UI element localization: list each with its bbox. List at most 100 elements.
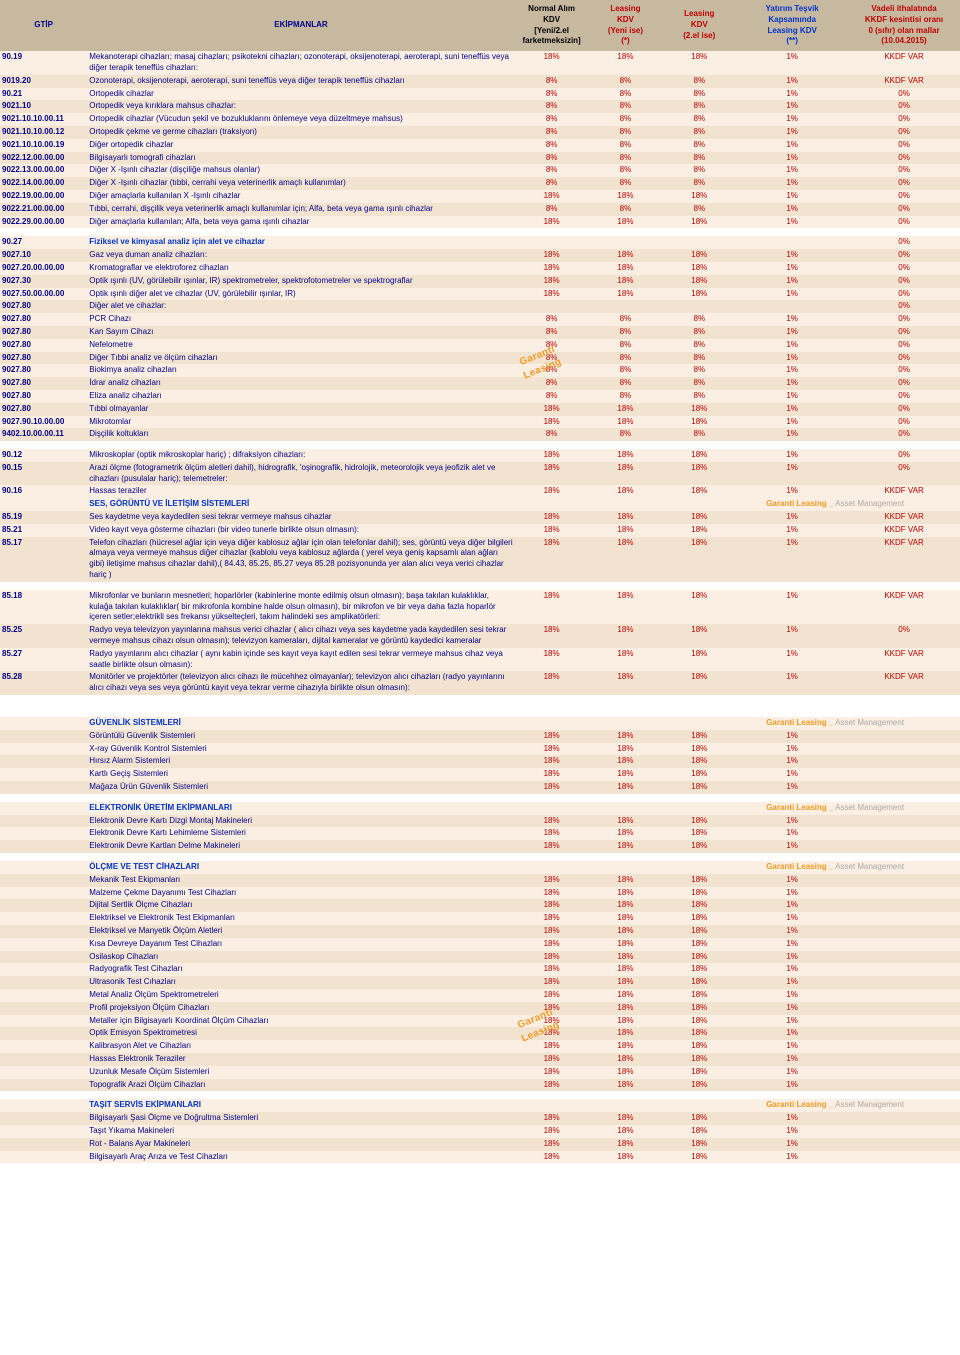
cell-gtip [0,755,87,768]
cell-value: 18% [589,537,663,582]
cell-value: 1% [736,51,848,75]
cell-value: 8% [515,139,589,152]
section-title-row: TAŞIT SERVİS EKİPMANLARIGaranti Leasing … [0,1099,960,1112]
cell-value [848,1002,960,1015]
cell-value: 18% [662,403,736,416]
table-row: Profil projeksiyon Ölçüm Cihazları18%18%… [0,1002,960,1015]
cell-value: 18% [662,249,736,262]
table-row: 9027.90.10.00.00Mikrotomlar18%18%18%1%0% [0,416,960,429]
cell-desc: Bilgisayarlı Araç Arıza ve Test Cihazlar… [87,1151,514,1164]
garanti-label: Garanti Leasing _ [766,862,833,871]
cell-value [589,300,663,313]
cell-desc: Tıbbi, cerrahi, dişçilik veya veterinerl… [87,203,514,216]
cell-value [848,1040,960,1053]
cell-gtip [0,1138,87,1151]
cell-value: 1% [736,428,848,441]
cell-value: 18% [589,781,663,794]
cell-value: 18% [589,1151,663,1164]
cell-value: 0% [848,377,960,390]
cell-value: 18% [515,768,589,781]
cell-value: 8% [515,390,589,403]
cell-desc: Taşıt Yıkama Makineleri [87,1125,514,1138]
cell-gtip [0,840,87,853]
table-row: Metal Analiz Ölçüm Spektrometreleri18%18… [0,989,960,1002]
cell-value: 18% [589,249,663,262]
cell-value: 18% [515,511,589,524]
cell-value: 0% [848,403,960,416]
cell-gtip: 9027.80 [0,377,87,390]
table-row: 9022.21.00.00.00Tıbbi, cerrahi, dişçilik… [0,203,960,216]
cell-value: 18% [515,925,589,938]
cell-value: 18% [662,1125,736,1138]
cell-value: KKDF VAR [848,51,960,75]
cell-value: 18% [515,524,589,537]
garanti-label: Garanti Leasing _ [766,718,833,727]
table-row: 9022.13.00.00.00Diğer X -Işınlı cihazlar… [0,164,960,177]
cell-value: 18% [662,755,736,768]
cell-value: 18% [589,403,663,416]
cell-value: 18% [515,938,589,951]
cell-gtip [0,989,87,1002]
table-row: Metaller için Bilgisayarlı Koordinat Ölç… [0,1015,960,1028]
cell-value: 1% [736,139,848,152]
cell-value: 8% [589,75,663,88]
cell-value: 1% [736,511,848,524]
cell-value: 8% [589,113,663,126]
table-row: 9027.80PCR Cihazı8%8%8%1%0% [0,313,960,326]
table-row: 9027.80Tıbbi olmayanlar18%18%18%1%0% [0,403,960,416]
table-row: 85.21Video kayıt veya gösterme cihazları… [0,524,960,537]
cell-gtip [0,730,87,743]
cell-value: 18% [589,1002,663,1015]
cell-value: 1% [736,462,848,486]
table-row: 9027.20.00.00.00Kromatograflar ve elektr… [0,262,960,275]
section-title: TAŞIT SERVİS EKİPMANLARI [87,1099,514,1112]
table-row: Kartlı Geçiş Sistemleri18%18%18%1% [0,768,960,781]
cell-gtip [0,1053,87,1066]
cell-gtip [0,976,87,989]
cell-value: 1% [736,815,848,828]
cell-gtip [0,963,87,976]
cell-value: 18% [662,1079,736,1092]
cell-desc: Kromatograflar ve elektroforez cihazları [87,262,514,275]
hdr-1: Normal Alım KDV [Yeni/2.el farketmeksizi… [515,0,589,51]
cell-value: 1% [736,75,848,88]
cell-desc: Bilgisayarlı Şasi Ölçme ve Doğrultma Sis… [87,1112,514,1125]
table-row: 9027.80Kan Sayım Cihazı8%8%8%1%0% [0,326,960,339]
cell-value: 18% [515,1040,589,1053]
table-row: Görüntülü Güvenlik Sistemleri18%18%18%1% [0,730,960,743]
cell-value: 1% [736,364,848,377]
cell-value: 18% [515,449,589,462]
table-row: Kısa Devreye Dayanım Test Cihazları18%18… [0,938,960,951]
cell-desc: Elektronik Devre Kartı Dizgi Montaj Maki… [87,815,514,828]
cell-value: 18% [662,743,736,756]
cell-value: 1% [736,113,848,126]
cell-value: 18% [515,648,589,672]
cell-value [515,300,589,313]
cell-value: 18% [589,1066,663,1079]
cell-gtip: 9027.50.00.00.00 [0,288,87,301]
cell-value: 1% [736,938,848,951]
cell-gtip: 9022.19.00.00.00 [0,190,87,203]
cell-value: 8% [662,177,736,190]
cell-desc: Osilaskop Cihazları [87,951,514,964]
cell-value: 18% [515,275,589,288]
cell-value: 18% [662,648,736,672]
cell-value: 18% [515,1066,589,1079]
cell-value: 0% [848,364,960,377]
cell-gtip: 9027.80 [0,364,87,377]
table-row: 90.27Fiziksel ve kimyasal analiz için al… [0,236,960,249]
cell-desc: Telefon cihazları (hücresel ağlar için v… [87,537,514,582]
cell-gtip [0,827,87,840]
cell-value: 18% [662,1015,736,1028]
table-row: 9402.10.00.00.11Dişçilik koltukları8%8%8… [0,428,960,441]
cell-gtip [0,781,87,794]
cell-value: 8% [589,428,663,441]
cell-value: 1% [736,524,848,537]
cell-value: 18% [515,781,589,794]
cell-value: 18% [589,1040,663,1053]
cell-value: 0% [848,449,960,462]
cell-value: 0% [848,326,960,339]
cell-desc: Kalibrasyon Alet ve Cihazları [87,1040,514,1053]
cell-value: 1% [736,624,848,648]
cell-value: 1% [736,288,848,301]
